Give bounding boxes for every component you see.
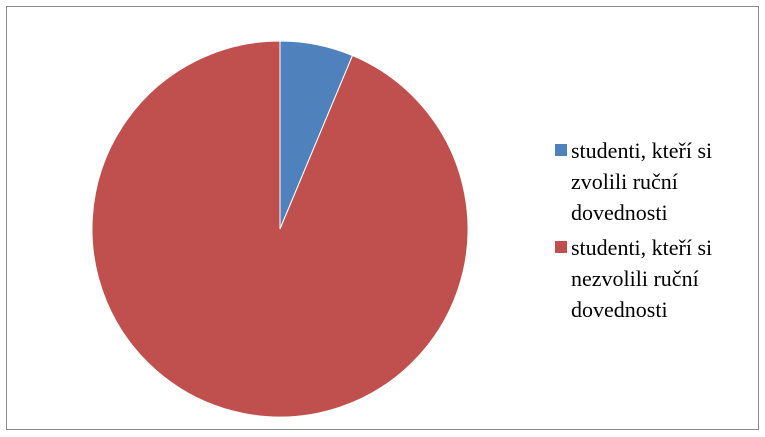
legend-label-chose: studenti, kteří si zvolili ruční dovedno… [571, 138, 713, 225]
legend-swatch-chose [555, 144, 567, 156]
legend: studenti, kteří si zvolili ruční dovedno… [552, 135, 757, 329]
pie-chart [91, 40, 469, 418]
legend-item-chose: studenti, kteří si zvolili ruční dovedno… [552, 135, 757, 228]
legend-item-not-chose: studenti, kteří si nezvolili ruční doved… [552, 232, 757, 325]
pie-slice-not-chose [91, 40, 469, 418]
chart-area: studenti, kteří si zvolili ruční dovedno… [6, 6, 759, 430]
legend-swatch-not-chose [555, 241, 567, 253]
legend-label-not-chose: studenti, kteří si nezvolili ruční doved… [571, 235, 713, 322]
